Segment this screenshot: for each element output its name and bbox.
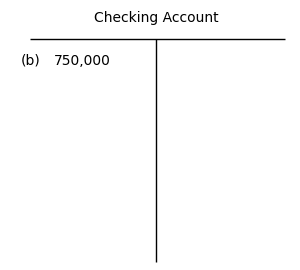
- Text: Checking Account: Checking Account: [94, 11, 218, 25]
- Text: (b): (b): [21, 54, 41, 68]
- Text: 750,000: 750,000: [54, 54, 111, 68]
